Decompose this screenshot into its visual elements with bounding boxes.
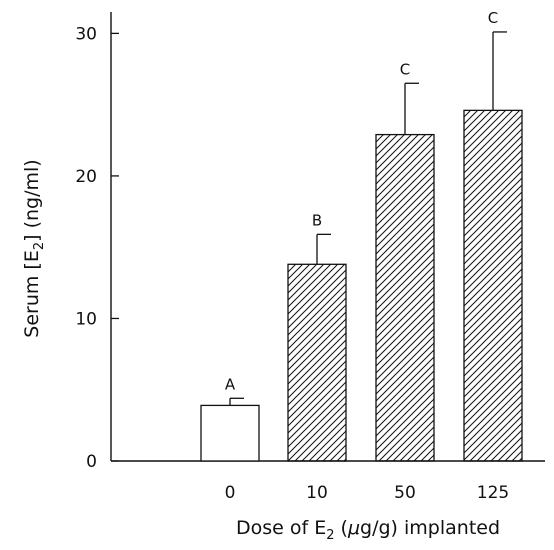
bar-0 xyxy=(200,404,260,462)
x-tick-label: 10 xyxy=(306,483,328,503)
bar-10 xyxy=(287,263,347,462)
error-bars xyxy=(229,31,507,406)
bar-125 xyxy=(463,109,523,462)
labels: 0 10 20 30 A 0 B 10 C 50 C 125 Dose of E2 (μg/g) imp… xyxy=(21,9,509,543)
x-axis-title: Dose of E2 (μg/g) implanted xyxy=(236,517,500,543)
bar-50 xyxy=(375,133,435,462)
x-tick-label: 125 xyxy=(477,483,509,503)
significance-letter: B xyxy=(312,211,322,229)
y-tick-label: 20 xyxy=(75,167,97,187)
x-tick-label: 0 xyxy=(225,483,236,503)
y-tick-label: 0 xyxy=(86,452,97,472)
bars xyxy=(200,109,523,462)
significance-letter: A xyxy=(225,375,236,393)
x-tick-label: 50 xyxy=(394,483,416,503)
y-tick-label: 10 xyxy=(75,309,97,329)
significance-letter: C xyxy=(488,9,498,27)
y-tick-label: 30 xyxy=(75,24,97,44)
significance-letter: C xyxy=(400,60,410,78)
y-axis-title: Serum [E2] (ng/ml) xyxy=(21,159,47,337)
